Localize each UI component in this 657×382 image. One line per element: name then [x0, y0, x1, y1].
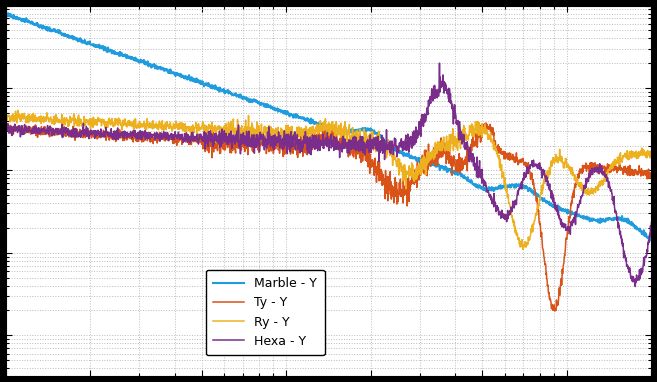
Ty - Y [1, 126, 9, 131]
Ry - Y [299, 127, 307, 131]
Hexa - Y [631, 284, 639, 289]
Ry - Y [1, 116, 9, 121]
Ty - Y [482, 121, 490, 125]
Line: Marble - Y: Marble - Y [5, 13, 652, 240]
Hexa - Y [298, 145, 306, 150]
Line: Ry - Y: Ry - Y [5, 110, 652, 249]
Ty - Y [298, 144, 306, 148]
Marble - Y [510, 183, 518, 188]
Ry - Y [629, 154, 637, 159]
Ty - Y [551, 309, 558, 313]
Ry - Y [510, 221, 518, 226]
Ty - Y [510, 160, 518, 165]
Ry - Y [35, 115, 43, 119]
Line: Hexa - Y: Hexa - Y [5, 63, 652, 286]
Ry - Y [316, 127, 324, 132]
Marble - Y [35, 24, 43, 29]
Ty - Y [629, 173, 637, 178]
Marble - Y [629, 221, 637, 225]
Marble - Y [1, 11, 9, 16]
Hexa - Y [629, 274, 637, 278]
Marble - Y [299, 116, 307, 121]
Marble - Y [629, 222, 637, 227]
Ty - Y [648, 173, 656, 178]
Ty - Y [629, 170, 637, 175]
Hexa - Y [315, 144, 323, 149]
Marble - Y [316, 123, 324, 128]
Legend: Marble - Y, Ty - Y, Ry - Y, Hexa - Y: Marble - Y, Ty - Y, Ry - Y, Hexa - Y [206, 270, 325, 355]
Marble - Y [648, 237, 656, 241]
Marble - Y [646, 238, 654, 243]
Ry - Y [629, 149, 637, 154]
Ry - Y [519, 247, 527, 252]
Ry - Y [14, 108, 22, 113]
Marble - Y [4, 11, 12, 15]
Ty - Y [35, 125, 43, 130]
Hexa - Y [510, 201, 518, 206]
Ry - Y [648, 148, 656, 153]
Hexa - Y [436, 61, 443, 65]
Hexa - Y [648, 220, 656, 225]
Hexa - Y [1, 126, 9, 130]
Hexa - Y [35, 126, 43, 130]
Ty - Y [315, 134, 323, 139]
Hexa - Y [629, 280, 637, 284]
Line: Ty - Y: Ty - Y [5, 123, 652, 311]
